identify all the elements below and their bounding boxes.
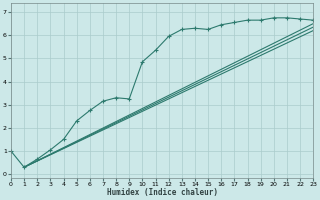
X-axis label: Humidex (Indice chaleur): Humidex (Indice chaleur)	[107, 188, 218, 197]
